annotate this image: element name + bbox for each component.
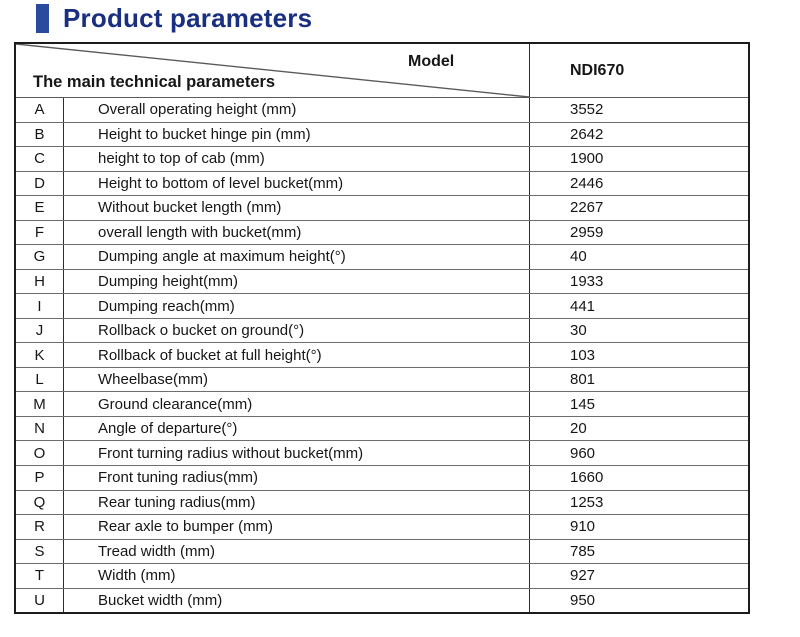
row-value: 1253 xyxy=(570,493,604,511)
row-parameter: height to top of cab (mm) xyxy=(64,147,530,171)
row-parameter: Rear tuning radius(mm) xyxy=(64,490,530,515)
row-letter: I xyxy=(16,294,64,318)
row-value: 785 xyxy=(570,542,596,560)
row-value: 103 xyxy=(570,346,596,364)
row-letter: K xyxy=(16,343,64,367)
header-model-name: NDI670 xyxy=(570,61,625,79)
row-letter: G xyxy=(16,245,64,269)
table-row: E Without bucket length (mm) 2267 xyxy=(16,195,748,220)
header-parameters-label: The main technical parameters xyxy=(33,73,276,91)
table-row: N Angle of departure(°) 20 xyxy=(16,415,748,441)
row-value: 910 xyxy=(570,518,596,536)
table-row: Q Rear tuning radius(mm) 1253 xyxy=(16,489,748,515)
row-value: 801 xyxy=(570,371,596,389)
row-letter: Q xyxy=(16,490,64,515)
row-value: 30 xyxy=(570,322,587,340)
row-parameter: Angle of departure(°) xyxy=(64,416,530,441)
page-title: Product parameters xyxy=(63,3,313,33)
table-row: L Wheelbase(mm) 801 xyxy=(16,366,748,392)
row-parameter: Rear axle to bumper (mm) xyxy=(64,515,530,539)
row-letter: C xyxy=(16,147,64,171)
row-parameter: Wheelbase(mm) xyxy=(64,367,530,392)
table-row: A Overall operating height (mm) 3552 xyxy=(16,98,748,122)
table-row: B Height to bucket hinge pin (mm) 2642 xyxy=(16,121,748,147)
row-parameter: Dumping angle at maximum height(°) xyxy=(64,245,530,269)
row-letter: U xyxy=(16,588,64,613)
table-row: U Bucket width (mm) 950 xyxy=(16,587,748,613)
row-letter: M xyxy=(16,392,64,416)
table-row: J Rollback o bucket on ground(°) 30 xyxy=(16,317,748,343)
table-row: M Ground clearance(mm) 145 xyxy=(16,391,748,416)
table-row: H Dumping height(mm) 1933 xyxy=(16,268,748,294)
row-value: 927 xyxy=(570,567,596,585)
row-parameter: Ground clearance(mm) xyxy=(64,392,530,416)
table-row: S Tread width (mm) 785 xyxy=(16,538,748,564)
row-value: 441 xyxy=(570,297,596,315)
table-row: D Height to bottom of level bucket(mm) 2… xyxy=(16,170,748,196)
table-row: R Rear axle to bumper (mm) 910 xyxy=(16,514,748,539)
row-value: 960 xyxy=(570,444,596,462)
row-letter: L xyxy=(16,367,64,392)
row-value: 1660 xyxy=(570,469,604,487)
header-model-label: Model xyxy=(408,53,455,70)
row-parameter: Rollback of bucket at full height(°) xyxy=(64,343,530,367)
parameters-table: Model The main technical parameters NDI6… xyxy=(14,42,750,614)
row-letter: B xyxy=(16,122,64,147)
row-parameter: Dumping height(mm) xyxy=(64,269,530,294)
table-body: A Overall operating height (mm) 3552 B H… xyxy=(16,98,748,613)
row-letter: O xyxy=(16,441,64,465)
row-letter: A xyxy=(16,98,64,122)
row-letter: J xyxy=(16,318,64,343)
row-parameter: Rollback o bucket on ground(°) xyxy=(64,318,530,343)
diagonal-divider-line xyxy=(16,44,529,97)
table-row: T Width (mm) 927 xyxy=(16,563,748,588)
row-value: 950 xyxy=(570,591,596,609)
row-value: 20 xyxy=(570,420,587,438)
table-row: G Dumping angle at maximum height(°) 40 xyxy=(16,244,748,269)
row-letter: S xyxy=(16,539,64,564)
row-value: 2446 xyxy=(570,174,604,192)
table-row: O Front turning radius without bucket(mm… xyxy=(16,440,748,465)
row-letter: D xyxy=(16,171,64,196)
row-parameter: Front tuning radius(mm) xyxy=(64,465,530,490)
row-value: 40 xyxy=(570,248,587,266)
row-parameter: Front turning radius without bucket(mm) xyxy=(64,441,530,465)
row-parameter: Overall operating height (mm) xyxy=(64,98,530,122)
row-parameter: Tread width (mm) xyxy=(64,539,530,564)
row-value: 1900 xyxy=(570,150,604,168)
row-letter: F xyxy=(16,220,64,245)
row-parameter: Bucket width (mm) xyxy=(64,588,530,613)
table-header-row: Model The main technical parameters NDI6… xyxy=(16,44,748,98)
table-row: F overall length with bucket(mm) 2959 xyxy=(16,219,748,245)
title-accent-bar xyxy=(36,4,49,33)
table-header-diagonal-cell: Model The main technical parameters xyxy=(16,44,530,97)
row-value: 2959 xyxy=(570,223,604,241)
table-row: K Rollback of bucket at full height(°) 1… xyxy=(16,342,748,367)
row-letter: P xyxy=(16,465,64,490)
row-letter: N xyxy=(16,416,64,441)
row-letter: E xyxy=(16,196,64,220)
row-letter: R xyxy=(16,515,64,539)
table-row: I Dumping reach(mm) 441 xyxy=(16,293,748,318)
row-parameter: Width (mm) xyxy=(64,564,530,588)
table-row: C height to top of cab (mm) 1900 xyxy=(16,146,748,171)
row-parameter: overall length with bucket(mm) xyxy=(64,220,530,245)
row-parameter: Height to bucket hinge pin (mm) xyxy=(64,122,530,147)
row-letter: T xyxy=(16,564,64,588)
row-parameter: Height to bottom of level bucket(mm) xyxy=(64,171,530,196)
row-value: 1933 xyxy=(570,272,604,290)
row-value: 2267 xyxy=(570,199,604,217)
row-value: 2642 xyxy=(570,125,604,143)
page-header: Product parameters xyxy=(36,3,312,34)
row-value: 3552 xyxy=(570,101,604,119)
row-letter: H xyxy=(16,269,64,294)
row-parameter: Without bucket length (mm) xyxy=(64,196,530,220)
table-row: P Front tuning radius(mm) 1660 xyxy=(16,464,748,490)
row-value: 145 xyxy=(570,395,596,413)
row-parameter: Dumping reach(mm) xyxy=(64,294,530,318)
